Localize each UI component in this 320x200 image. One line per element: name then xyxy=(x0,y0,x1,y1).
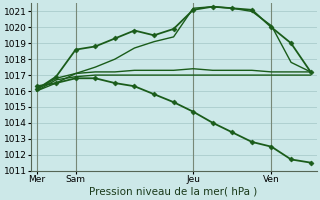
X-axis label: Pression niveau de la mer( hPa ): Pression niveau de la mer( hPa ) xyxy=(90,187,258,197)
